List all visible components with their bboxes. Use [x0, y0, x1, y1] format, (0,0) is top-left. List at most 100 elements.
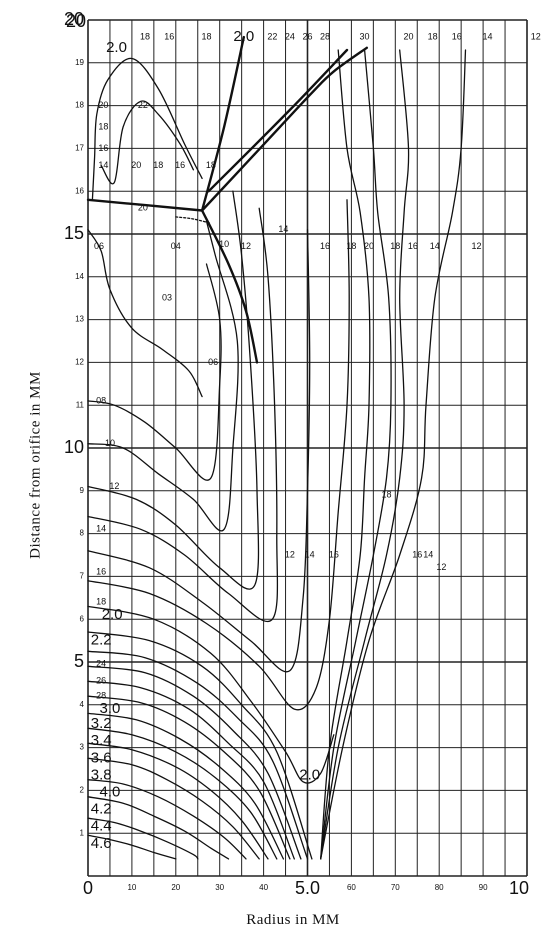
contour-label: 28 — [320, 31, 330, 41]
y-minor-tick-label: 19 — [75, 58, 84, 67]
y-major-tick-label: 20 — [66, 11, 86, 31]
contour-label: 3.2 — [91, 715, 112, 732]
contour-label: 24 — [96, 659, 106, 669]
contour-label: 04 — [171, 241, 181, 251]
y-minor-tick-label: 9 — [80, 486, 85, 495]
contour-label: 20 — [138, 203, 148, 213]
contour-line — [320, 49, 392, 860]
contour-label: 16 — [164, 31, 174, 41]
x-axis-title: Radius in MM — [246, 912, 340, 928]
contour-label: 06 — [208, 357, 218, 367]
x-minor-tick-label: 70 — [391, 883, 400, 892]
contour-label: 12 — [241, 241, 251, 251]
contour-label: 16 — [96, 566, 106, 576]
contour-label: 18 — [428, 31, 438, 41]
y-minor-tick-label: 1 — [80, 828, 85, 837]
y-major-tick-label: 10 — [64, 437, 84, 457]
contour-label: 18 — [206, 160, 216, 170]
contour-label: 16 — [408, 241, 418, 251]
y-major-tick-label: 20 — [64, 9, 84, 29]
y-minor-tick-label: 3 — [80, 743, 85, 752]
contour-label: 16 — [320, 241, 330, 251]
contour-label: 16 — [452, 31, 462, 41]
contour-label: 3.4 — [91, 732, 112, 749]
x-minor-tick-label: 20 — [171, 883, 180, 892]
contour-line — [87, 605, 335, 784]
contour-label: 14 — [98, 160, 108, 170]
x-minor-tick-label: 80 — [435, 883, 444, 892]
contour-line — [87, 263, 222, 481]
contour-label: 20 — [98, 100, 108, 110]
contour-label: 08 — [96, 395, 106, 405]
y-minor-tick-label: 11 — [76, 400, 85, 409]
contour-label: 18 — [346, 241, 356, 251]
contour-label: 10 — [219, 239, 229, 249]
contour-label: 18 — [153, 160, 163, 170]
contour-lines — [87, 49, 467, 860]
contour-line — [87, 220, 239, 532]
y-minor-tick-label: 18 — [75, 101, 84, 110]
contour-label: 12 — [109, 481, 119, 491]
contour-label: 3.6 — [91, 749, 112, 766]
contour-label: 28 — [96, 691, 106, 701]
contour-label: 2.2 — [91, 632, 112, 649]
contour-label: 16 — [175, 160, 185, 170]
contour-label: 14 — [482, 31, 492, 41]
contour-label: 2.0 — [299, 766, 320, 783]
contour-label: 16 — [98, 143, 108, 153]
contour-line — [320, 49, 371, 860]
contour-line — [87, 727, 278, 860]
contour-label: 18 — [96, 596, 106, 606]
contour-label: 18 — [140, 31, 150, 41]
contour-label: 20 — [403, 31, 413, 41]
contour-line — [91, 57, 203, 201]
contour-line — [87, 779, 247, 860]
y-major-tick-label: 5 — [74, 651, 84, 671]
y-major-tick-label: 15 — [64, 223, 84, 243]
contour-label: 22 — [267, 31, 277, 41]
contour-label: 10 — [105, 438, 115, 448]
contour-label: 14 — [430, 241, 440, 251]
contour-label: 12 — [531, 31, 541, 41]
y-minor-tick-label: 2 — [80, 786, 85, 795]
grid — [87, 19, 528, 877]
contour-label: 16 — [329, 549, 339, 559]
contour-line — [87, 199, 350, 711]
shock-lines — [86, 35, 368, 364]
contour-label: 20 — [131, 160, 141, 170]
contour-line — [320, 49, 410, 860]
contour-line — [87, 742, 269, 860]
contour-label: 24 — [285, 31, 295, 41]
contour-label: 12 — [472, 241, 482, 251]
contour-label: 30 — [360, 31, 370, 41]
shock-line — [86, 198, 204, 212]
contour-line — [87, 190, 260, 590]
y-axis-title: Distance from orifice in MM — [27, 371, 44, 559]
contour-line — [87, 834, 177, 860]
contour-line — [87, 796, 230, 860]
x-minor-tick-label: 60 — [347, 883, 356, 892]
contour-label: 18 — [382, 489, 392, 499]
contour-label: 3.8 — [91, 766, 112, 783]
contour-label: 20 — [364, 241, 374, 251]
contour-label: 14 — [305, 549, 315, 559]
contour-label: 03 — [162, 293, 172, 303]
contour-label: 26 — [96, 676, 106, 686]
contour-label: 4.2 — [91, 801, 112, 818]
contour-line — [87, 712, 285, 860]
contour-line — [87, 207, 279, 623]
contour-label: 4.0 — [100, 784, 121, 801]
contour-label: 4.4 — [91, 818, 112, 835]
y-minor-tick-label: 12 — [75, 358, 84, 367]
contour-line — [87, 757, 260, 860]
x-minor-tick-label: 90 — [479, 883, 488, 892]
x-minor-tick-label: 30 — [215, 883, 224, 892]
contour-label: 14 — [278, 224, 288, 234]
contour-line — [87, 695, 291, 860]
contour-label: 12 — [436, 562, 446, 572]
x-minor-tick-label: 10 — [127, 883, 136, 892]
contour-line — [87, 817, 199, 860]
contour-line — [87, 650, 309, 860]
